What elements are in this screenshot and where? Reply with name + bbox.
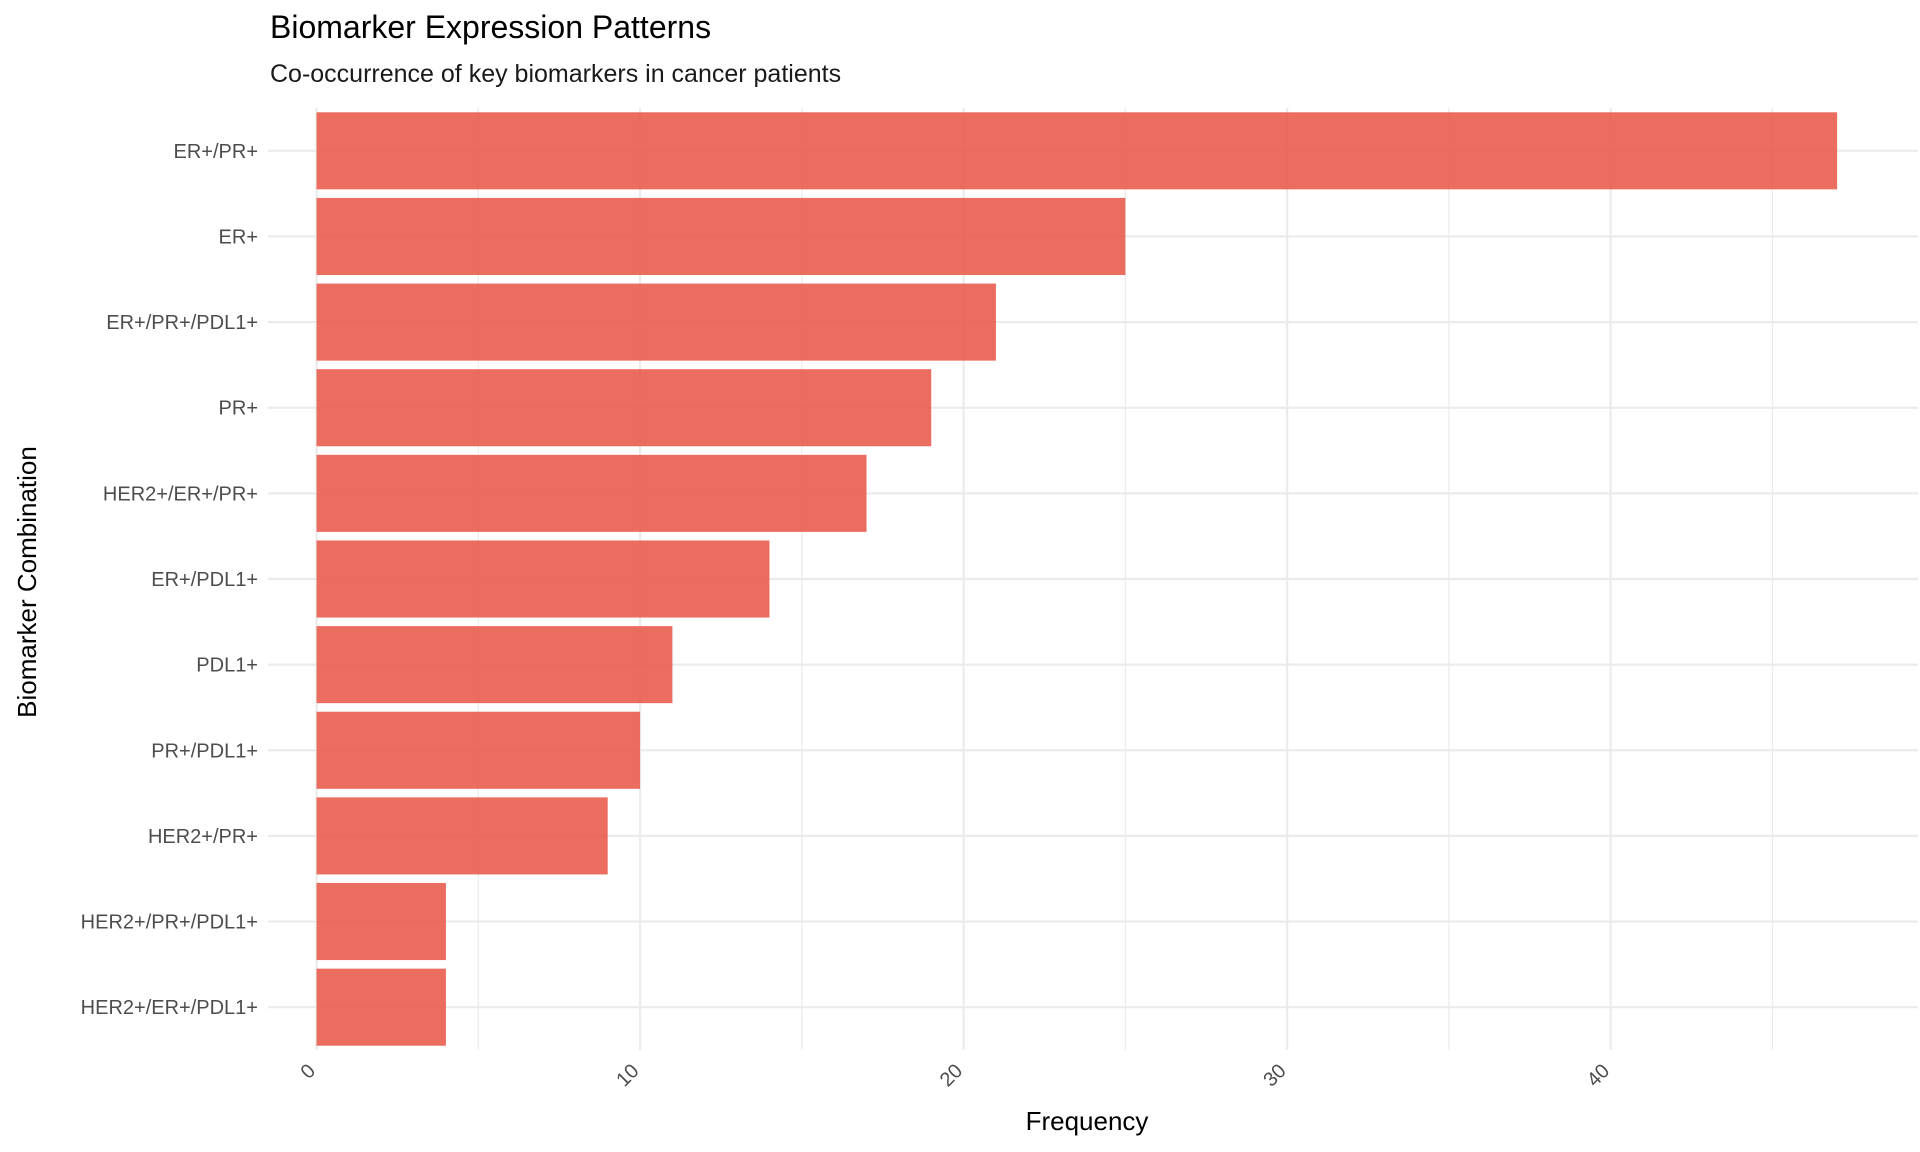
y-tick-label: PDL1+	[196, 655, 258, 677]
y-tick-label: ER+	[219, 226, 258, 248]
y-tick-label: ER+/PR+/PDL1+	[106, 312, 258, 334]
y-tick-label: PR+	[219, 398, 258, 420]
bar	[316, 112, 1838, 190]
chart-subtitle: Co-occurrence of key biomarkers in cance…	[270, 60, 841, 88]
y-tick-label: HER2+/PR+/PDL1+	[81, 912, 258, 934]
bar	[316, 197, 1126, 275]
bar	[316, 283, 996, 361]
x-axis-ticks: 0 10 20 30 40	[297, 1060, 1615, 1091]
x-tick-label: 40	[1583, 1060, 1614, 1091]
x-tick-label: 0	[297, 1060, 320, 1083]
y-tick-label: ER+/PR+	[174, 141, 258, 163]
bar	[316, 711, 641, 789]
y-tick-label: PR+/PDL1+	[151, 740, 258, 762]
x-axis-title: Frequency	[1026, 1106, 1149, 1136]
x-tick-label: 20	[936, 1060, 967, 1091]
chart-title: Biomarker Expression Patterns	[270, 9, 711, 45]
bar	[316, 883, 446, 961]
x-tick-label: 10	[612, 1060, 643, 1091]
bar	[316, 626, 673, 704]
y-tick-label: HER2+/PR+	[148, 826, 258, 848]
y-tick-label: ER+/PDL1+	[151, 569, 258, 591]
y-tick-label: HER2+/ER+/PR+	[103, 483, 258, 505]
bar	[316, 454, 867, 532]
y-tick-label: HER2+/ER+/PDL1+	[81, 997, 258, 1019]
x-tick-label: 30	[1259, 1060, 1290, 1091]
y-axis-title: Biomarker Combination	[12, 446, 42, 718]
bar	[316, 797, 608, 875]
bars	[316, 112, 1838, 1046]
bar	[316, 540, 770, 618]
bar	[316, 968, 446, 1046]
y-axis-ticks: ER+/PR+ ER+ ER+/PR+/PDL1+ PR+ HER2+/ER+/PR+ E…	[81, 141, 258, 1019]
bar	[316, 369, 932, 447]
